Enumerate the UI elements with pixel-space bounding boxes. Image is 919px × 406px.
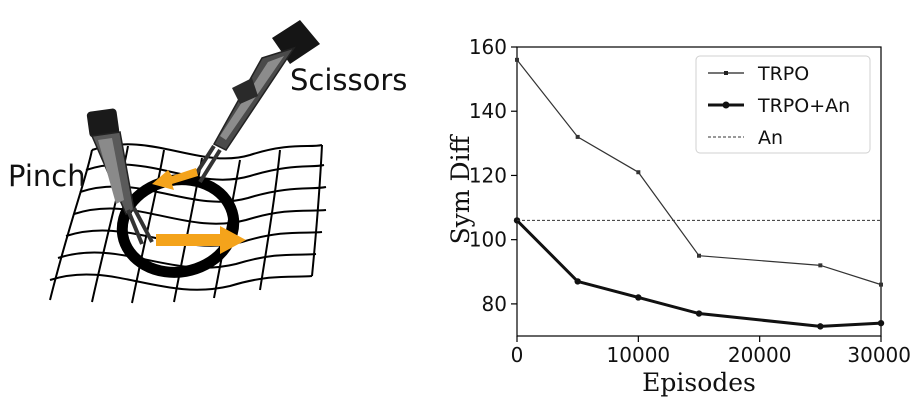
data-point-trpo-an — [574, 278, 581, 285]
y-tick-label: 80 — [482, 292, 507, 316]
data-point-trpo — [515, 57, 519, 62]
y-axis-label: Sym Diff — [446, 133, 475, 244]
series-layer — [513, 57, 885, 330]
y-tick-label: 100 — [469, 228, 507, 252]
plot-frame — [516, 46, 882, 337]
data-point-trpo-an — [635, 294, 642, 301]
y-tick-label: 120 — [469, 163, 507, 187]
data-point-trpo — [636, 170, 641, 175]
x-tick-label: 0 — [511, 343, 524, 367]
y-tick-label: 160 — [469, 35, 507, 59]
x-tick-label: 10000 — [607, 343, 671, 367]
pull-arrow — [152, 168, 198, 190]
cloth-grid — [49, 143, 327, 304]
x-axis-label: Episodes — [642, 368, 756, 397]
legend-marker-trpo — [724, 71, 728, 75]
data-point-trpo-an — [877, 319, 885, 327]
data-point-trpo — [818, 263, 823, 268]
series-line-trpo-an — [515, 219, 882, 328]
legend-label-an: An — [758, 127, 783, 149]
data-point-trpo-an — [695, 310, 703, 317]
motion-arrows — [152, 168, 246, 254]
legend: TRPO TRPO+An An — [695, 55, 871, 154]
series-line-trpo — [516, 59, 882, 286]
y-axis-ticks: 80 100 120 140 160 — [469, 35, 517, 316]
chart: 80 100 120 140 160 0 10000 20000 30000 Sym Diff… — [446, 35, 911, 397]
pinch-label: Pinch — [8, 159, 86, 193]
data-point-trpo — [879, 282, 883, 287]
push-arrow — [156, 226, 246, 254]
cloth-illustration: Pinch Scissors — [8, 20, 407, 304]
data-point-trpo — [697, 253, 701, 258]
legend-box — [695, 55, 871, 154]
scissors-label: Scissors — [290, 63, 407, 97]
scissors-tool — [194, 20, 320, 184]
data-point-trpo — [575, 134, 580, 139]
x-axis-ticks: 0 10000 20000 30000 — [511, 336, 911, 367]
legend-label-trpo-an: TRPO+An — [757, 95, 850, 117]
x-tick-label: 20000 — [728, 343, 792, 367]
legend-marker-trpo-an — [722, 101, 730, 109]
data-point-trpo-an — [817, 323, 824, 330]
y-tick-label: 140 — [469, 99, 507, 123]
pinch-tool — [86, 108, 154, 245]
x-tick-label: 30000 — [847, 343, 911, 367]
legend-label-trpo: TRPO — [757, 63, 809, 85]
